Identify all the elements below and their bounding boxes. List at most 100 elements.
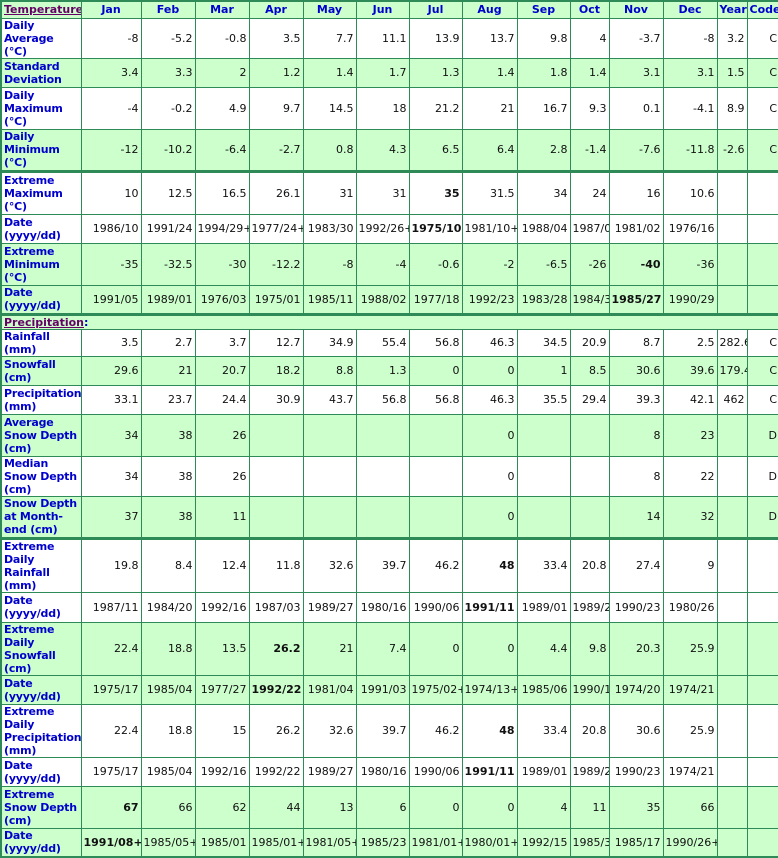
cell-may: 0.8 [302,128,357,172]
cell-aug: 0 [461,495,518,539]
cell-feb: 1984/20 [140,591,196,623]
cell-aug: 1992/23 [461,284,518,315]
precipitation-link[interactable]: Precipitation [4,315,84,329]
cell-code: C [746,128,778,172]
table-row: Snow Depth at Month-end (cm) 37 38 11 0 14 32 D [0,495,778,539]
cell-year: 8.9 [716,86,748,130]
cell-nov: 30.6 [608,703,664,758]
cell-jan: 22.4 [80,621,142,676]
cell-aug: 1991/11 [461,756,518,787]
cell-aug: 31.5 [461,169,518,215]
cell-sep: 1985/06 [516,674,571,705]
cell-jun: 1985/23 [355,827,410,858]
row-label: Date (yyyy/dd) [0,827,82,858]
cell-sep: 1983/28 [516,284,571,315]
cell-dec: 25.9 [662,621,718,676]
table-row: Daily Minimum (°C) -12 -10.2 -6.4 -2.7 0.8 4.3… [0,128,778,172]
table-row: Extreme Minimum (°C) -35 -32.5 -30 -12.2 -8 -4… [0,242,778,286]
cell-may: 8.8 [302,355,357,386]
cell-jul: -0.6 [408,242,463,286]
cell-jun: 39.7 [355,703,410,758]
cell-mar: 1992/16 [194,756,250,787]
cell-dec: 25.9 [662,703,718,758]
cell-sep: 1989/01 [516,591,571,623]
temperature-link[interactable]: Temperature [4,3,81,17]
cell-mar: 1976/03 [194,284,250,315]
cell-year [716,785,748,829]
cell-dec: 3.1 [662,57,718,88]
cell-jan: 1975/17 [80,756,142,787]
cell-code [746,785,778,829]
cell-aug: 0 [461,455,518,497]
cell-jan: 3.4 [80,57,142,88]
cell-dec: 39.6 [662,355,718,386]
cell-dec: 42.1 [662,384,718,415]
cell-feb: -0.2 [140,86,196,130]
cell-dec: -11.8 [662,128,718,172]
cell-jul: 1.3 [408,57,463,88]
table-row: Extreme Daily Precipitation (mm) 22.4 18.8… [0,703,778,758]
cell-oct: 9.8 [569,621,610,676]
cell-nov: 39.3 [608,384,664,415]
cell-nov: 16 [608,169,664,215]
cell-year [716,284,748,315]
cell-mar: 26 [194,455,250,497]
cell-mar: 12.4 [194,536,250,593]
cell-jun [355,495,410,539]
cell-mar: 24.4 [194,384,250,415]
cell-apr: 12.7 [248,328,304,357]
cell-may [302,455,357,497]
cell-jun: 1.3 [355,355,410,386]
header-row: Temperature: JanFebMarAprMayJunJulAugSep… [0,0,778,19]
cell-code: C [746,86,778,130]
table-row: Extreme Daily Rainfall (mm) 19.8 8.4 12.4 11… [0,536,778,593]
table-row: Extreme Maximum (°C) 10 12.5 16.5 26.1 31 31 35… [0,169,778,215]
cell-nov: 27.4 [608,536,664,593]
cell-jul: 1990/06 [408,756,463,787]
cell-jul [408,455,463,497]
cell-code [746,621,778,676]
cell-year: 282.6 [716,328,748,357]
cell-mar: 62 [194,785,250,829]
cell-oct: -1.4 [569,128,610,172]
cell-apr: 1992/22 [248,756,304,787]
cell-feb: 1991/24 [140,213,196,244]
cell-year [716,827,748,858]
cell-year [716,495,748,539]
cell-oct: 9.3 [569,86,610,130]
cell-dec: 23 [662,413,718,457]
cell-code [746,169,778,215]
cell-jan: 34 [80,455,142,497]
table-row: Extreme Daily Snowfall (cm) 22.4 18.8 13.5 2… [0,621,778,676]
cell-year: 3.2 [716,17,748,59]
cell-aug: 1974/13+ [461,674,518,705]
column-header-aug: Aug [461,0,518,19]
cell-sep: 33.4 [516,536,571,593]
cell-sep [516,413,571,457]
cell-dec: 1976/16 [662,213,718,244]
precipitation-section-row: Precipitation: [0,312,778,330]
cell-oct: 1984/31 [569,284,610,315]
cell-feb: 21 [140,355,196,386]
row-label: Extreme Snow Depth (cm) [0,785,82,829]
cell-oct: 1.4 [569,57,610,88]
cell-year [716,413,748,457]
cell-aug: 0 [461,785,518,829]
cell-jun [355,455,410,497]
cell-apr: 9.7 [248,86,304,130]
cell-apr: 44 [248,785,304,829]
cell-aug: 48 [461,703,518,758]
cell-aug: 21 [461,86,518,130]
column-header-jun: Jun [355,0,410,19]
cell-dec: 2.5 [662,328,718,357]
cell-feb: 18.8 [140,621,196,676]
cell-jul: 0 [408,621,463,676]
row-label: Average Snow Depth (cm) [0,413,82,457]
cell-jun: 1.7 [355,57,410,88]
cell-apr: 1987/03 [248,591,304,623]
cell-sep: 34.5 [516,328,571,357]
row-label: Extreme Minimum (°C) [0,242,82,286]
table-row: Date (yyyy/dd) 1975/17 1985/04 1977/27 1992/… [0,674,778,705]
column-header-sep: Sep [516,0,571,19]
cell-apr: 1.2 [248,57,304,88]
